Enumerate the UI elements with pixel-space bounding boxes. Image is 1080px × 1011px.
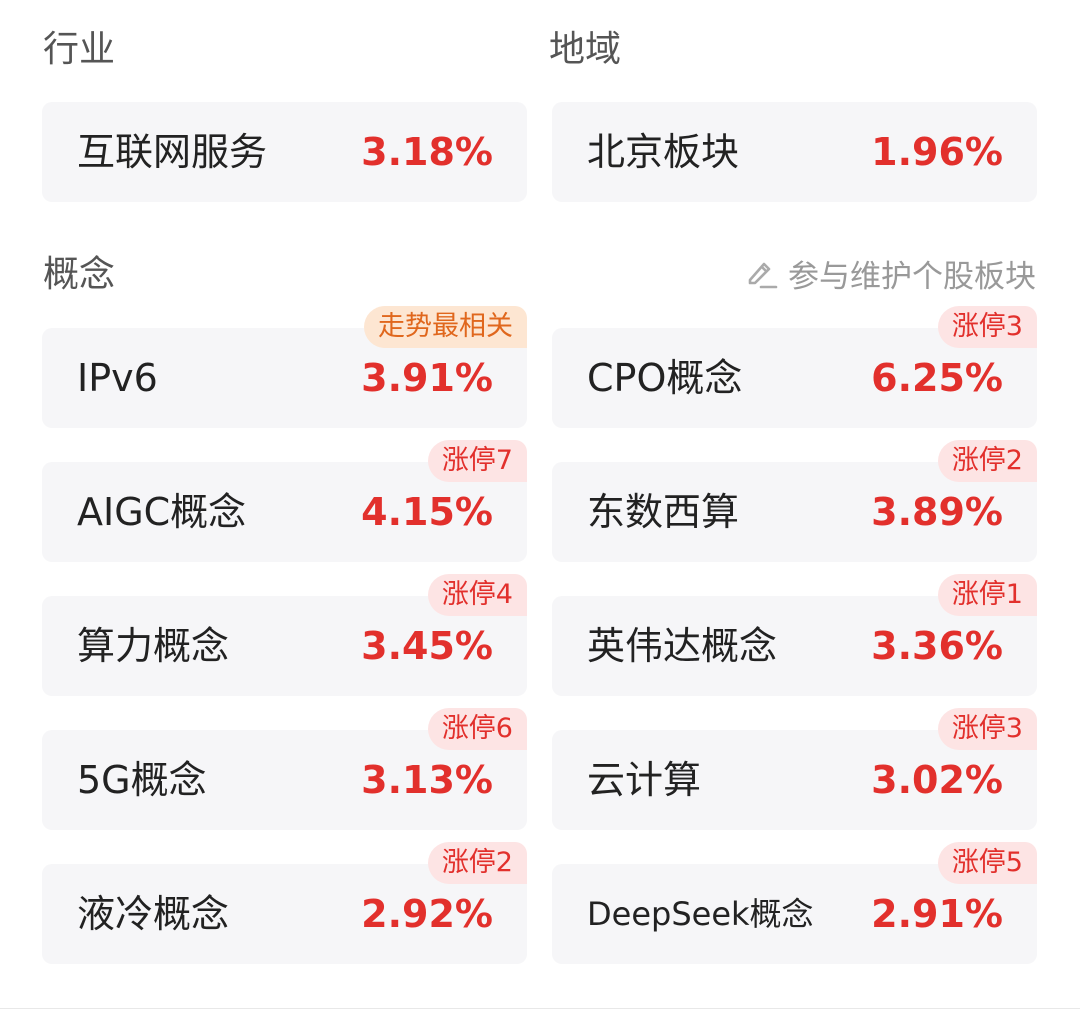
concept-card[interactable]: IPv6 3.91% 走势最相关 — [42, 306, 527, 428]
concept-card[interactable]: CPO概念 6.25% 涨停3 — [552, 306, 1037, 428]
sector-change: 3.89% — [871, 490, 1003, 534]
concept-card[interactable]: 5G概念 3.13% 涨停6 — [42, 708, 527, 830]
concept-card[interactable]: 东数西算 3.89% 涨停2 — [552, 440, 1037, 562]
sector-name: IPv6 — [77, 356, 158, 400]
limit-up-badge: 涨停7 — [427, 440, 527, 482]
sector-name: DeepSeek概念 — [587, 895, 814, 933]
sector-name: 互联网服务 — [77, 130, 268, 174]
trend-badge: 走势最相关 — [364, 306, 527, 348]
sector-name: CPO概念 — [587, 356, 743, 400]
sector-change: 3.13% — [361, 758, 493, 802]
limit-up-badge: 涨停6 — [427, 708, 527, 750]
edit-icon — [744, 256, 778, 290]
sector-change: 6.25% — [871, 356, 1003, 400]
sector-name: 算力概念 — [77, 624, 230, 668]
sector-name: 北京板块 — [587, 130, 740, 174]
sector-name: 液冷概念 — [77, 892, 230, 936]
sector-change: 3.45% — [361, 624, 493, 668]
limit-up-badge: 涨停2 — [427, 842, 527, 884]
sector-change: 3.91% — [361, 356, 493, 400]
concept-card[interactable]: 液冷概念 2.92% 涨停2 — [42, 842, 527, 964]
concept-section-title: 概念 — [43, 254, 116, 295]
concept-card[interactable]: DeepSeek概念 2.91% 涨停5 — [552, 842, 1037, 964]
industry-section-title: 行业 — [43, 29, 116, 70]
sector-change: 4.15% — [361, 490, 493, 534]
limit-up-badge: 涨停5 — [937, 842, 1037, 884]
region-section-title: 地域 — [549, 29, 622, 70]
region-card[interactable]: 北京板块 1.96% — [552, 102, 1037, 202]
maintain-sectors-link[interactable]: 参与维护个股板块 — [744, 253, 1036, 295]
concept-card[interactable]: 云计算 3.02% 涨停3 — [552, 708, 1037, 830]
sector-change: 3.18% — [361, 130, 493, 174]
sector-change: 2.92% — [361, 892, 493, 936]
sector-name: 英伟达概念 — [587, 624, 778, 668]
concept-card[interactable]: 算力概念 3.45% 涨停4 — [42, 574, 527, 696]
sector-name: 5G概念 — [77, 758, 207, 802]
limit-up-badge: 涨停3 — [937, 708, 1037, 750]
sector-name: 云计算 — [587, 758, 702, 802]
concept-card[interactable]: 英伟达概念 3.36% 涨停1 — [552, 574, 1037, 696]
sector-name: 东数西算 — [587, 490, 740, 534]
sector-change: 2.91% — [871, 892, 1003, 936]
limit-up-badge: 涨停3 — [937, 306, 1037, 348]
sector-change: 3.36% — [871, 624, 1003, 668]
bottom-divider — [0, 1008, 1080, 1009]
sector-change: 3.02% — [871, 758, 1003, 802]
industry-card[interactable]: 互联网服务 3.18% — [42, 102, 527, 202]
limit-up-badge: 涨停1 — [937, 574, 1037, 616]
concept-card[interactable]: AIGC概念 4.15% 涨停7 — [42, 440, 527, 562]
limit-up-badge: 涨停4 — [427, 574, 527, 616]
limit-up-badge: 涨停2 — [937, 440, 1037, 482]
sector-change: 1.96% — [871, 130, 1003, 174]
sector-name: AIGC概念 — [77, 490, 247, 534]
maintain-sectors-label: 参与维护个股板块 — [788, 258, 1036, 295]
